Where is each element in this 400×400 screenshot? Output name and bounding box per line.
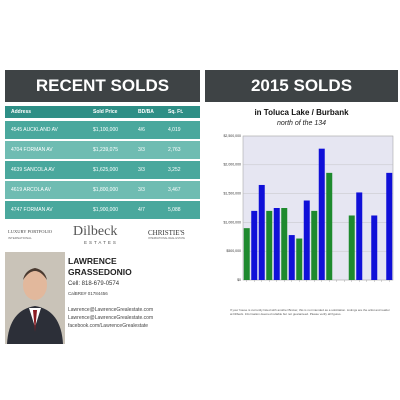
bar — [296, 238, 303, 280]
logo-luxury: LUXURY PORTFOLIO — [8, 229, 52, 234]
cell: 4/6 — [138, 127, 145, 133]
y-tick-label: $1,000,000 — [223, 220, 241, 224]
y-tick-label: $2,000,000 — [223, 163, 241, 167]
y-tick-label: $1,500,000 — [223, 192, 241, 196]
bar — [386, 172, 393, 280]
agent-web: Lawrence@LawrenceGrealestate.com — [68, 315, 154, 321]
cell: 3/3 — [138, 167, 145, 173]
cell: 3/3 — [138, 147, 145, 153]
logo-christies: CHRISTIE'S — [148, 229, 185, 237]
y-tick-label: $2,500,000 — [223, 134, 241, 138]
agent-photo — [5, 252, 65, 344]
agent-last: GRASSEDONIO — [68, 267, 132, 277]
bar — [356, 192, 363, 280]
cell: 4/7 — [138, 207, 145, 213]
y-tick-label: $500,000 — [226, 249, 241, 253]
bar — [266, 210, 273, 280]
bar — [251, 210, 258, 280]
chart-note: north of the 134 — [276, 120, 327, 127]
cell: 3,252 — [168, 167, 181, 173]
cell: 4,019 — [168, 127, 181, 133]
left-title: RECENT SOLDS — [5, 70, 200, 102]
cell: 3,467 — [168, 187, 181, 193]
bar — [348, 215, 355, 280]
cell: 4704 FORMAN AV — [11, 147, 53, 153]
logo-dilbeck: Dilbeck — [73, 224, 118, 239]
cell: Sq. Ft. — [168, 109, 184, 115]
cell: Sold Price — [93, 109, 118, 115]
plot-area — [242, 135, 394, 281]
table-row: 4704 FORMAN AV $1,239,075 3/3 2,763 — [5, 141, 200, 159]
table-row: 4639 SANCOLA AV $1,625,000 3/3 3,252 — [5, 161, 200, 179]
cell: 4747 FORMAN AV — [11, 207, 53, 213]
cell: $1,239,075 — [93, 147, 119, 153]
agent-first: LAWRENCE — [68, 256, 117, 266]
cell: $1,100,000 — [93, 127, 119, 133]
logo-dilbeck-sub: ESTATES — [84, 240, 118, 245]
cell: 5,088 — [168, 207, 181, 213]
cell: Address — [11, 109, 32, 115]
bar — [258, 184, 265, 280]
cell: $1,800,000 — [93, 187, 119, 193]
table-row: 4545 AUCKLAND AV $1,100,000 4/6 4,019 — [5, 121, 200, 139]
agent-cell: Cell: 818-679-0574 — [68, 281, 120, 287]
chart-subtitle: in Toluca Lake / Burbank — [254, 108, 349, 117]
bar — [326, 172, 333, 280]
cell: BD/BA — [138, 109, 154, 115]
table-row: 4747 FORMAN AV $1,900,000 4/7 5,088 — [5, 201, 200, 219]
table-row: 4619 ARCOLA AV $1,800,000 3/3 3,467 — [5, 181, 200, 199]
y-tick-label: $0 — [237, 278, 241, 282]
right-title: 2015 SOLDS — [205, 70, 398, 102]
bar — [273, 208, 280, 280]
agent-facebook: facebook.com/LawrenceGrealestate — [68, 323, 149, 329]
cell: 4639 SANCOLA AV — [11, 167, 55, 173]
agent-license: CalBRE# 01784456 — [68, 291, 108, 296]
bar — [243, 228, 250, 280]
bar — [303, 200, 310, 280]
logo-luxury-sub: INTERNATIONAL — [8, 236, 32, 240]
chart: $0 $500,000 $1,000,000 $1,500,000 $2,000,000… — [223, 134, 394, 282]
table-header: Address Sold Price BD/BA Sq. Ft. — [5, 106, 200, 118]
bar — [288, 235, 295, 280]
cell: $1,900,000 — [93, 207, 119, 213]
cell: 3/3 — [138, 187, 145, 193]
cell: 4619 ARCOLA AV — [11, 187, 51, 193]
bar — [318, 148, 325, 280]
cell: 4545 AUCKLAND AV — [11, 127, 58, 133]
bar — [311, 210, 318, 280]
agent-email: Lawrence@LawrenceGrealestate.com — [68, 307, 154, 313]
disclaimer: If your house is currently listed with a… — [230, 308, 390, 316]
bar — [281, 208, 288, 280]
bar — [371, 215, 378, 280]
cell: $1,625,000 — [93, 167, 119, 173]
cell: 2,763 — [168, 147, 181, 153]
logo-christies-sub: INTERNATIONAL REAL ESTATE — [148, 237, 185, 240]
